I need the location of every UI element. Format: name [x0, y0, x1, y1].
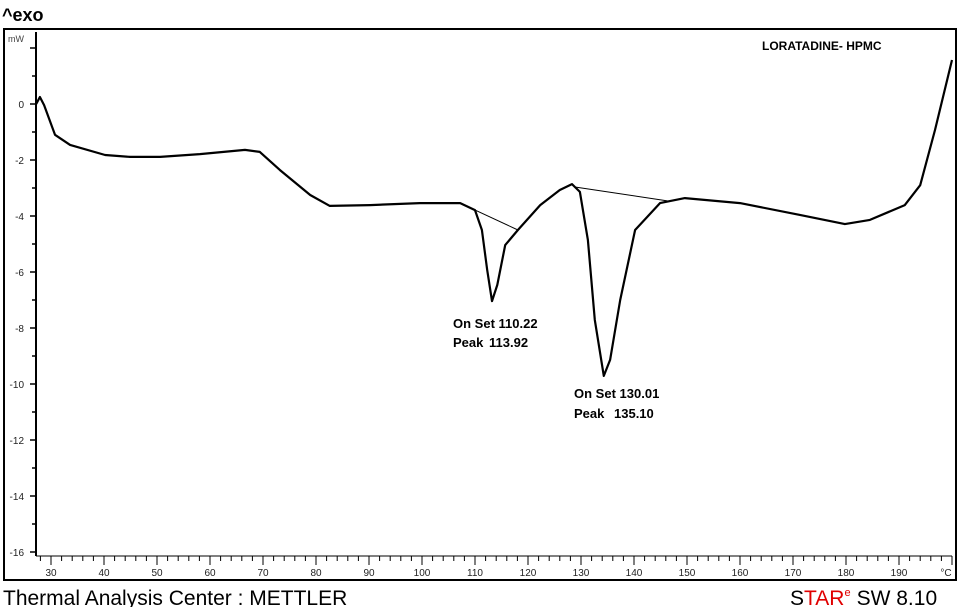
- svg-text:On Set 110.22: On Set 110.22: [453, 316, 538, 331]
- x-tick-label: 140: [626, 568, 643, 579]
- chart-title: LORATADINE- HPMC: [762, 39, 882, 53]
- onset-label: On Set: [574, 386, 617, 401]
- y-axis-unit: mW: [8, 34, 24, 44]
- annotation-peak-2: On Set 130.01 Peak 135.10: [574, 386, 659, 421]
- svg-text:Peak: Peak: [453, 335, 484, 350]
- integration-baseline: [574, 186, 668, 202]
- x-tick-label: 80: [310, 568, 322, 579]
- svg-text:Peak: Peak: [574, 406, 605, 421]
- y-tick-label: -12: [10, 436, 25, 447]
- y-tick-label: -10: [10, 380, 25, 391]
- x-tick-label: 170: [785, 568, 802, 579]
- y-tick-label: -8: [15, 324, 24, 335]
- x-tick-label: 130: [573, 568, 590, 579]
- peak-label: Peak: [574, 406, 605, 421]
- y-tick-label: 0: [18, 100, 24, 111]
- peak-value: 113.92: [489, 335, 528, 350]
- x-tick-label: 40: [98, 568, 110, 579]
- x-tick-label: 60: [204, 568, 216, 579]
- onset-label: On Set: [453, 316, 496, 331]
- x-tick-label: 30: [45, 568, 57, 579]
- brand-tar: TAR: [804, 587, 844, 607]
- annotation-peak-1: On Set 110.22 Peak 113.92: [453, 316, 538, 350]
- x-tick-label: 120: [520, 568, 537, 579]
- x-tick-label: 50: [151, 568, 163, 579]
- x-tick-label: 180: [838, 568, 855, 579]
- brand-e: e: [844, 587, 850, 599]
- x-tick-label: 190: [891, 568, 908, 579]
- onset-value: 110.22: [499, 316, 538, 331]
- peak-value: 135.10: [614, 406, 654, 421]
- footer-left: Thermal Analysis Center : METTLER: [3, 587, 347, 607]
- y-tick-label: -4: [15, 212, 24, 223]
- y-tick-label: -2: [15, 156, 24, 167]
- x-axis-unit: °C: [940, 568, 951, 579]
- brand-s: S: [790, 587, 804, 607]
- integration-baseline: [468, 206, 519, 231]
- exo-label: ^exo: [2, 5, 44, 25]
- peak-label: Peak: [453, 335, 484, 350]
- y-tick-label: -16: [10, 548, 25, 559]
- x-tick-label: 70: [257, 568, 269, 579]
- x-tick-label: 160: [732, 568, 749, 579]
- plot-frame: [3, 28, 957, 581]
- x-tick-label: 100: [414, 568, 431, 579]
- x-tick-label: 150: [679, 568, 696, 579]
- footer-brand: STARe SW 8.10: [790, 587, 937, 607]
- x-tick-label: 110: [467, 568, 483, 579]
- y-tick-label: -14: [10, 492, 25, 503]
- onset-value: 130.01: [620, 386, 660, 401]
- y-tick-label: -6: [15, 268, 24, 279]
- dsc-curve: [35, 59, 954, 377]
- brand-sw: SW 8.10: [857, 587, 938, 607]
- x-tick-label: 90: [363, 568, 375, 579]
- svg-text:On Set 130.01: On Set 130.01: [574, 386, 659, 401]
